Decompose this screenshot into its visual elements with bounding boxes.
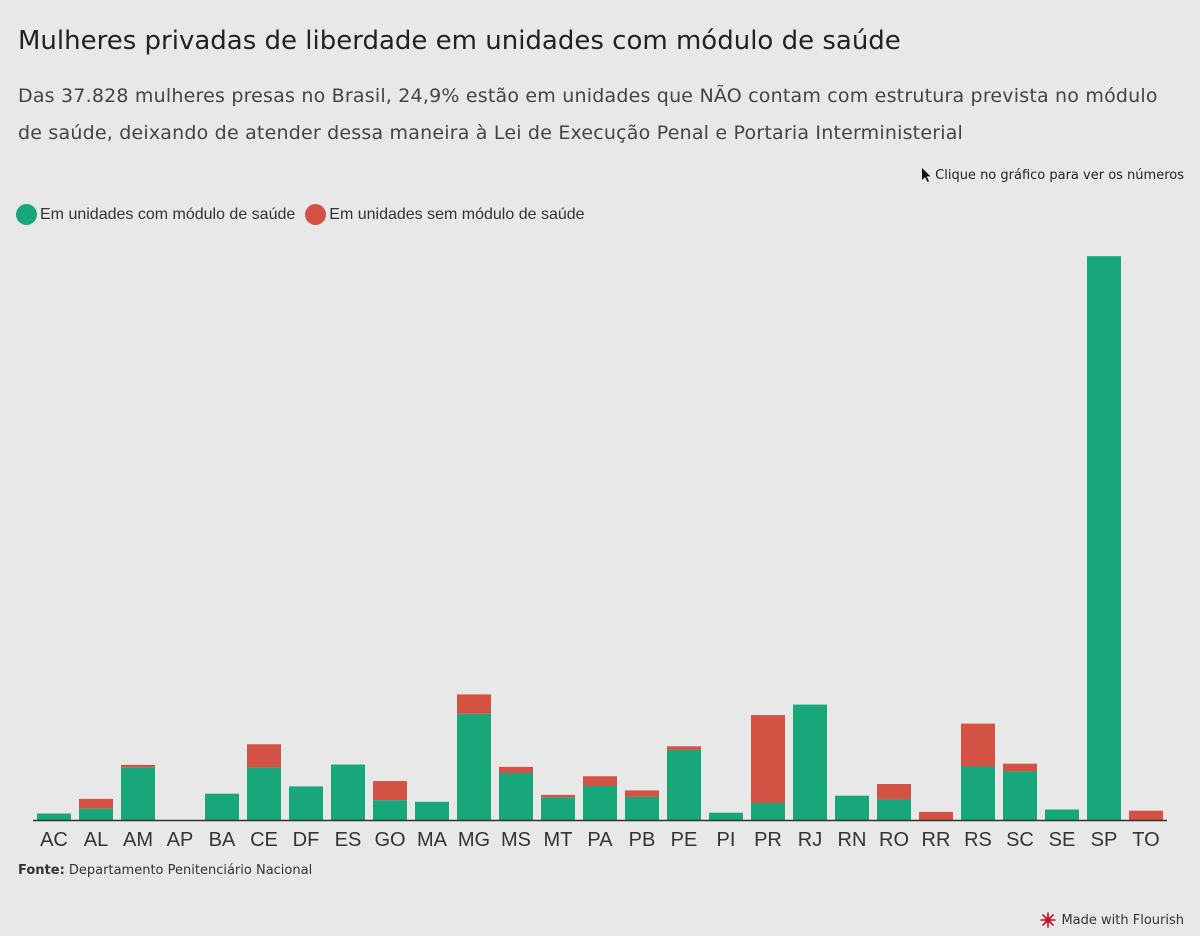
x-tick-label-pi: PI	[717, 829, 736, 851]
chart-hint: Clique no gráfico para ver os números	[921, 167, 1184, 183]
x-tick-label-to: TO	[1132, 829, 1159, 851]
bar-pe-sem-modulo[interactable]	[667, 746, 701, 750]
x-tick-label-sp: SP	[1091, 829, 1118, 851]
bar-to-sem-modulo[interactable]	[1129, 810, 1163, 820]
bar-ro-com-modulo[interactable]	[877, 799, 911, 820]
x-tick-label-mg: MG	[458, 829, 490, 851]
x-tick-label-pa: PA	[587, 829, 613, 851]
x-tick-label-rs: RS	[964, 829, 992, 851]
bar-al-com-modulo[interactable]	[79, 808, 113, 820]
bar-se-com-modulo[interactable]	[1045, 809, 1079, 821]
flourish-credit[interactable]: Made with Flourish	[1040, 912, 1184, 928]
bar-df-com-modulo[interactable]	[289, 786, 323, 820]
x-tick-label-mt: MT	[544, 829, 573, 851]
bar-ro-sem-modulo[interactable]	[877, 784, 911, 800]
bar-rs-com-modulo[interactable]	[961, 766, 995, 821]
flourish-logo-icon	[1040, 912, 1057, 928]
x-tick-label-pr: PR	[754, 829, 782, 851]
bar-al-sem-modulo[interactable]	[79, 798, 113, 809]
legend-label-sem-modulo: Em unidades sem módulo de saúde	[329, 205, 585, 223]
bar-ms-sem-modulo[interactable]	[499, 766, 533, 773]
bar-pa-com-modulo[interactable]	[583, 786, 617, 820]
bar-ba-com-modulo[interactable]	[205, 793, 239, 820]
x-tick-label-ba: BA	[209, 829, 236, 851]
legend-label-com-modulo: Em unidades com módulo de saúde	[40, 205, 296, 223]
source-label: Fonte:	[18, 863, 65, 878]
bar-sc-sem-modulo[interactable]	[1003, 763, 1037, 772]
bar-pa-sem-modulo[interactable]	[583, 776, 617, 786]
x-tick-label-rn: RN	[838, 829, 867, 851]
x-tick-label-ro: RO	[879, 829, 909, 851]
legend-swatch-sem-modulo	[305, 204, 327, 225]
page-subtitle: Das 37.828 mulheres presas no Brasil, 24…	[18, 85, 1158, 144]
bar-mt-sem-modulo[interactable]	[541, 794, 575, 798]
bar-pb-com-modulo[interactable]	[625, 796, 659, 820]
x-tick-label-ce: CE	[250, 829, 278, 851]
x-tick-label-ap: AP	[167, 829, 194, 851]
bar-mg-sem-modulo[interactable]	[457, 694, 491, 714]
bar-ma-com-modulo[interactable]	[415, 801, 449, 820]
cursor-arrow-icon	[922, 168, 931, 182]
source-note: Fonte: Departamento Penitenciário Nacion…	[18, 863, 312, 878]
x-tick-label-rr: RR	[922, 829, 951, 851]
bar-ce-sem-modulo[interactable]	[247, 744, 281, 768]
stacked-bar-chart[interactable]: AC AL AM AP BA CE DF ES GO MA MG MS MT PA PB PE PI PR RJ RN…	[0, 0, 1200, 860]
bar-pe-com-modulo[interactable]	[667, 749, 701, 820]
bar-mg-com-modulo[interactable]	[457, 713, 491, 820]
bar-pb-sem-modulo[interactable]	[625, 790, 659, 797]
chart-legend: Em unidades com módulo de saúde Em unida…	[16, 204, 585, 225]
page-title: Mulheres privadas de liberdade em unidad…	[18, 26, 901, 56]
legend-item-sem-modulo[interactable]: Em unidades sem módulo de saúde	[305, 204, 585, 225]
source-text: Departamento Penitenciário Nacional	[68, 863, 313, 878]
bar-rj-com-modulo[interactable]	[793, 704, 827, 820]
x-tick-label-rj: RJ	[798, 829, 822, 851]
flourish-credit-text: Made with Flourish	[1061, 912, 1184, 928]
x-tick-label-se: SE	[1049, 829, 1076, 851]
x-tick-label-al: AL	[84, 829, 108, 851]
x-tick-label-es: ES	[335, 829, 362, 851]
legend-item-com-modulo[interactable]: Em unidades com módulo de saúde	[16, 204, 295, 225]
x-tick-label-df: DF	[293, 829, 320, 851]
bar-am-com-modulo[interactable]	[121, 767, 155, 820]
x-tick-label-ac: AC	[40, 829, 68, 851]
bar-pr-com-modulo[interactable]	[751, 803, 785, 820]
x-tick-label-go: GO	[374, 829, 405, 851]
bar-es-com-modulo[interactable]	[331, 764, 365, 821]
x-tick-label-sc: SC	[1006, 829, 1034, 851]
bar-sc-com-modulo[interactable]	[1003, 771, 1037, 820]
chart-hint-text: Clique no gráfico para ver os números	[935, 167, 1184, 183]
bar-go-com-modulo[interactable]	[373, 800, 407, 820]
x-tick-label-ma: MA	[417, 829, 448, 851]
bar-ce-com-modulo[interactable]	[247, 767, 281, 820]
legend-swatch-com-modulo	[16, 204, 37, 225]
x-tick-label-pe: PE	[671, 829, 698, 851]
x-tick-label-ms: MS	[501, 829, 531, 851]
bar-rn-com-modulo[interactable]	[835, 795, 869, 820]
bar-pr-sem-modulo[interactable]	[751, 715, 785, 803]
bar-pi-com-modulo[interactable]	[709, 812, 743, 820]
bar-am-sem-modulo[interactable]	[121, 764, 155, 768]
bar-rr-sem-modulo[interactable]	[919, 811, 953, 820]
bar-ms-com-modulo[interactable]	[499, 773, 533, 820]
bar-ac-com-modulo[interactable]	[37, 813, 71, 821]
bar-sp-com-modulo[interactable]	[1087, 256, 1121, 820]
x-tick-label-am: AM	[123, 829, 153, 851]
x-tick-label-pb: PB	[629, 829, 656, 851]
bar-mt-com-modulo[interactable]	[541, 797, 575, 820]
bar-go-sem-modulo[interactable]	[373, 781, 407, 801]
bar-rs-sem-modulo[interactable]	[961, 723, 995, 767]
